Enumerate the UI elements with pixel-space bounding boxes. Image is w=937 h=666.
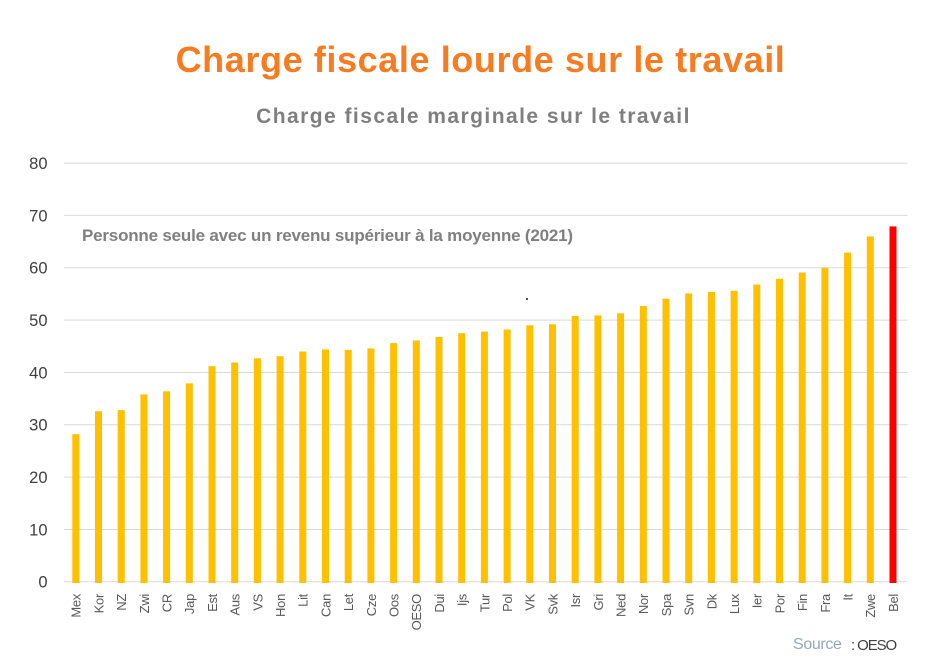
svg-text:VS: VS (250, 593, 265, 610)
svg-text:VK: VK (523, 593, 538, 610)
svg-text:60: 60 (29, 260, 47, 278)
svg-text:Est: Est (205, 593, 220, 612)
svg-text:Svn: Svn (682, 594, 697, 616)
svg-text:50: 50 (29, 312, 47, 330)
svg-text:Hon: Hon (273, 594, 288, 617)
svg-text:CR: CR (160, 594, 175, 612)
svg-text:Kor: Kor (91, 593, 106, 613)
svg-text:OESO: OESO (409, 594, 424, 631)
svg-text:Ned: Ned (614, 594, 629, 617)
svg-text:Spa: Spa (659, 593, 674, 616)
svg-text:NZ: NZ (114, 594, 129, 611)
svg-text:Let: Let (341, 593, 356, 611)
svg-text:Nor: Nor (636, 593, 651, 614)
svg-text:10: 10 (29, 521, 47, 539)
svg-text:Dui: Dui (432, 594, 447, 613)
svg-text:Lux: Lux (727, 593, 742, 614)
svg-text:30: 30 (29, 417, 47, 435)
svg-text:Oos: Oos (387, 593, 402, 617)
svg-text:Jap: Jap (182, 594, 197, 614)
svg-text:Pol: Pol (500, 594, 515, 612)
svg-text:0: 0 (38, 574, 47, 592)
svg-text:Svk: Svk (545, 593, 560, 615)
svg-text:Por: Por (772, 593, 787, 613)
svg-text:Zwi: Zwi (137, 594, 152, 614)
svg-text:Lit: Lit (296, 593, 311, 607)
svg-text:Can: Can (318, 594, 333, 617)
svg-text:Mex: Mex (69, 593, 84, 617)
svg-text:70: 70 (29, 207, 47, 225)
svg-text:Gri: Gri (591, 594, 606, 611)
svg-text:40: 40 (29, 364, 47, 382)
svg-text:Aus: Aus (228, 593, 243, 615)
svg-text:Fin: Fin (795, 594, 810, 611)
svg-text:Dk: Dk (704, 593, 719, 609)
svg-text:Tur: Tur (477, 593, 492, 612)
svg-text:20: 20 (29, 469, 47, 487)
svg-text:It: It (841, 593, 856, 600)
svg-text:Ijs: Ijs (455, 593, 470, 606)
svg-text:Ier: Ier (750, 593, 765, 608)
svg-text:Fra: Fra (818, 593, 833, 613)
svg-text:Bel: Bel (886, 594, 901, 612)
svg-text:Cze: Cze (364, 594, 379, 616)
svg-text:Isr: Isr (568, 593, 583, 608)
svg-text:80: 80 (29, 155, 47, 173)
svg-text:Zwe: Zwe (863, 594, 878, 618)
